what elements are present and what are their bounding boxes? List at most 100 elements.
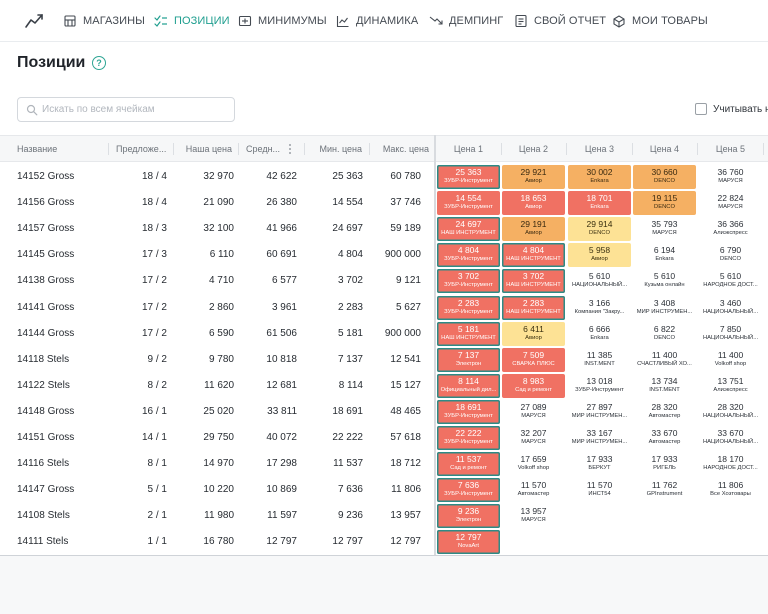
table-row[interactable]: 14118 Stels 9 / 2 9 780 10 818 7 137 12 541 7 … — [0, 347, 768, 373]
price-cell[interactable]: 3 702 НАШ ИНСТРУМЕНТ — [502, 269, 565, 294]
table-row[interactable]: 14145 Gross 17 / 3 6 110 60 691 4 804 900 000… — [0, 242, 768, 268]
price-cell[interactable]: 11 570 ИНСТ54 — [568, 478, 631, 502]
price-cell[interactable]: 22 824 МАРУСЯ — [699, 191, 762, 215]
column-header-price-2[interactable]: Цена 2 — [518, 144, 549, 154]
price-cell[interactable]: 36 760 МАРУСЯ — [699, 165, 762, 189]
table-row[interactable]: 14148 Gross 16 / 1 25 020 33 811 18 691 48 46… — [0, 399, 768, 425]
price-cell[interactable]: 12 797 NovaArt — [437, 530, 500, 555]
column-menu-icon[interactable] — [289, 144, 292, 154]
table-row[interactable]: 14138 Gross 17 / 2 4 710 6 577 3 702 9 121 3 7… — [0, 268, 768, 294]
nav-item-stores[interactable]: МАГАЗИНЫ — [63, 0, 145, 42]
price-cell[interactable]: 6 790 DENCO — [699, 243, 762, 267]
nav-item-dumping[interactable]: ДЕМПИНГ — [429, 0, 503, 42]
price-cell[interactable]: 6 194 Enkara — [633, 243, 696, 267]
table-row[interactable]: 14147 Gross 5 / 1 10 220 10 869 7 636 11 806 7… — [0, 477, 768, 503]
price-cell[interactable]: 36 366 Алиэкспресс — [699, 217, 762, 241]
price-cell[interactable]: 33 670 НАЦИОНАЛЬНЫЙ... — [699, 426, 762, 450]
price-cell[interactable]: 13 734 INST.MENT — [633, 374, 696, 398]
price-cell[interactable]: 13 018 ЗУБР-Инструмент — [568, 374, 631, 398]
price-cell[interactable]: 35 793 МАРУСЯ — [633, 217, 696, 241]
price-cell[interactable]: 13 751 Алиэкспресс — [699, 374, 762, 398]
column-header-our-price[interactable]: Наша цена — [185, 144, 232, 154]
price-cell[interactable]: 5 958 Авиор — [568, 243, 631, 268]
price-cell[interactable]: 11 537 Сад и ремонт — [437, 452, 500, 477]
price-cell[interactable]: 11 385 INST.MENT — [568, 348, 631, 372]
price-cell[interactable]: 11 762 GPInstrument — [633, 478, 696, 502]
table-row[interactable]: 14108 Stels 2 / 1 11 980 11 597 9 236 13 957 9… — [0, 503, 768, 529]
price-cell[interactable]: 5 610 Кузьма онлайн — [633, 269, 696, 293]
column-header-price-3[interactable]: Цена 3 — [584, 144, 615, 154]
table-row[interactable]: 14152 Gross 18 / 4 32 970 42 622 25 363 60 78… — [0, 164, 768, 190]
table-row[interactable]: 14156 Gross 18 / 4 21 090 26 380 14 554 37 74… — [0, 190, 768, 216]
price-cell[interactable]: 8 114 Официальный дил... — [437, 373, 500, 398]
column-header-name[interactable]: Название — [17, 144, 58, 154]
price-cell[interactable]: 9 236 Электрон — [437, 504, 500, 529]
price-cell[interactable]: 29 191 Авиор — [502, 217, 565, 242]
price-cell[interactable]: 18 653 Авиор — [502, 191, 565, 216]
price-cell[interactable]: 4 804 НАШ ИНСТРУМЕНТ — [502, 243, 565, 268]
price-cell[interactable]: 3 460 НАЦИОНАЛЬНЫЙ... — [699, 296, 762, 320]
help-icon[interactable]: ? — [92, 56, 106, 70]
price-cell[interactable]: 27 897 МИР ИНСТРУМЕН... — [568, 400, 631, 424]
table-row[interactable]: 14151 Gross 14 / 1 29 750 40 072 22 222 57 61… — [0, 425, 768, 451]
price-cell[interactable]: 18 170 НАРОДНОЕ ДОСТ... — [699, 452, 762, 476]
price-cell[interactable]: 6 666 Enkara — [568, 322, 631, 346]
price-cell[interactable]: 5 181 НАШ ИНСТРУМЕНТ — [437, 321, 500, 346]
price-cell[interactable]: 11 806 Все Хозтовары — [699, 478, 762, 502]
price-cell[interactable]: 17 933 БЕРКУТ — [568, 452, 631, 476]
price-cell[interactable]: 18 691 ЗУБР-Инструмент — [437, 399, 500, 424]
price-cell[interactable]: 7 509 СВАРКА ПЛЮС — [502, 347, 565, 372]
column-header-offers[interactable]: Предложе... — [116, 144, 167, 154]
nav-item-dynamics[interactable]: ДИНАМИКА — [336, 0, 418, 42]
price-cell[interactable]: 25 363 ЗУБР-Инструмент — [437, 165, 500, 189]
column-header-max-price[interactable]: Макс. цена — [382, 144, 429, 154]
horizontal-scrollbar[interactable] — [0, 555, 768, 556]
price-cell[interactable]: 7 850 НАЦИОНАЛЬНЫЙ... — [699, 322, 762, 346]
price-cell[interactable]: 28 320 НАЦИОНАЛЬНЫЙ... — [699, 400, 762, 424]
nav-item-positions[interactable]: ПОЗИЦИИ — [154, 0, 230, 42]
table-row[interactable]: 14122 Stels 8 / 2 11 620 12 681 8 114 15 127 8… — [0, 373, 768, 399]
table-row[interactable]: 14116 Stels 8 / 1 14 970 17 298 11 537 18 712… — [0, 451, 768, 477]
price-cell[interactable]: 29 914 DENCO — [568, 217, 631, 242]
price-cell[interactable]: 3 702 ЗУБР-Инструмент — [437, 269, 500, 294]
price-cell[interactable]: 17 933 РИГЕЛЬ — [633, 452, 696, 476]
price-cell[interactable]: 6 822 DENCO — [633, 322, 696, 346]
price-cell[interactable]: 30 002 Enkara — [568, 165, 631, 189]
table-row[interactable]: 14111 Stels 1 / 1 16 780 12 797 12 797 12 797… — [0, 529, 768, 555]
price-cell[interactable]: 22 222 ЗУБР-Инструмент — [437, 426, 500, 450]
price-cell[interactable]: 18 701 Enkara — [568, 191, 631, 216]
price-cell[interactable]: 17 659 Volkoff shop — [502, 452, 565, 476]
price-cell[interactable]: 2 283 ЗУБР-Инструмент — [437, 295, 500, 320]
price-cell[interactable]: 7 137 Электрон — [437, 347, 500, 372]
price-cell[interactable]: 13 957 МАРУСЯ — [502, 504, 565, 528]
column-header-min-price[interactable]: Мин. цена — [319, 144, 362, 154]
price-cell[interactable]: 5 610 НАРОДНОЕ ДОСТ... — [699, 269, 762, 293]
price-cell[interactable]: 27 089 МАРУСЯ — [502, 400, 565, 424]
price-cell[interactable]: 33 167 МИР ИНСТРУМЕН... — [568, 426, 631, 450]
price-cell[interactable]: 11 400 СЧАСТЛИВЫЙ ХО... — [633, 348, 696, 372]
price-cell[interactable]: 6 411 Авиор — [502, 321, 565, 346]
price-cell[interactable]: 30 660 DENCO — [633, 165, 696, 189]
price-cell[interactable]: 11 570 Автомастер — [502, 478, 565, 502]
table-row[interactable]: 14144 Gross 17 / 2 6 590 61 506 5 181 900 000… — [0, 321, 768, 347]
nav-item-my-goods[interactable]: МОИ ТОВАРЫ — [612, 0, 708, 42]
price-cell[interactable]: 32 207 МАРУСЯ — [502, 426, 565, 450]
analytics-logo-icon[interactable] — [24, 12, 44, 30]
price-cell[interactable]: 3 166 Компания "Закру... — [568, 296, 631, 320]
nav-item-own-report[interactable]: СВОЙ ОТЧЕТ — [514, 0, 606, 42]
price-cell[interactable]: 29 921 Авиор — [502, 165, 565, 189]
column-header-price-4[interactable]: Цена 4 — [649, 144, 680, 154]
column-header-price-5[interactable]: Цена 5 — [715, 144, 746, 154]
price-cell[interactable]: 14 554 ЗУБР-Инструмент — [437, 191, 500, 216]
nav-item-minimums[interactable]: МИНИМУМЫ — [238, 0, 327, 42]
search-input[interactable] — [42, 100, 230, 119]
price-cell[interactable]: 3 408 МИР ИНСТРУМЕН... — [633, 296, 696, 320]
account-checkbox[interactable] — [695, 103, 707, 115]
price-cell[interactable]: 2 283 НАШ ИНСТРУМЕНТ — [502, 295, 565, 320]
price-cell[interactable]: 28 320 Автомастер — [633, 400, 696, 424]
price-cell[interactable]: 4 804 ЗУБР-Инструмент — [437, 243, 500, 268]
column-header-average[interactable]: Средн... — [246, 144, 281, 154]
table-row[interactable]: 14141 Gross 17 / 2 2 860 3 961 2 283 5 627 2 2… — [0, 295, 768, 321]
price-cell[interactable]: 24 697 НАШ ИНСТРУМЕНТ — [437, 217, 500, 242]
column-header-price-1[interactable]: Цена 1 — [453, 144, 484, 154]
